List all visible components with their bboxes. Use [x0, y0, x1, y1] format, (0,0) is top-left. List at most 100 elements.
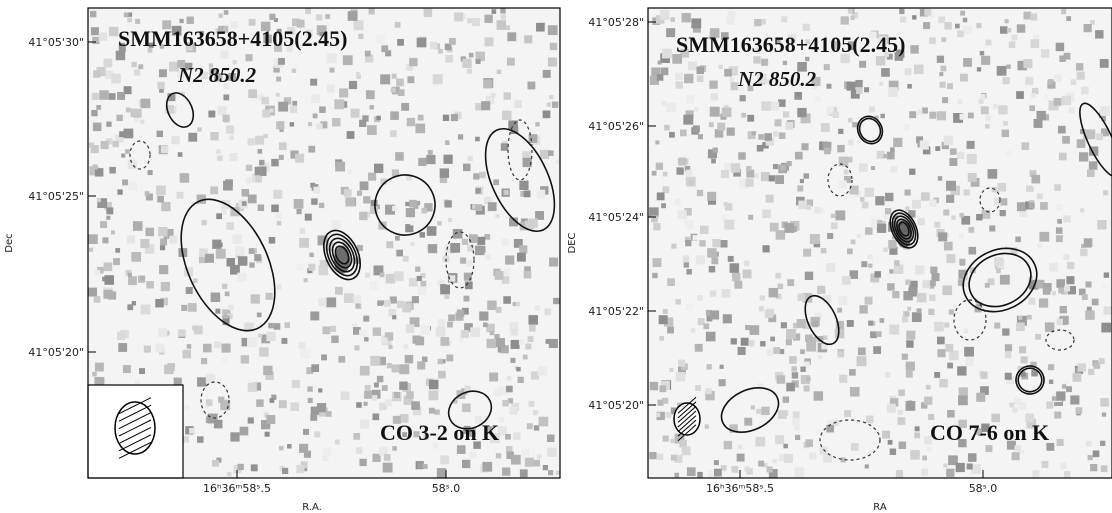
pixel — [1055, 227, 1063, 234]
pixel — [758, 460, 765, 467]
pixel — [856, 356, 867, 367]
pixel — [391, 73, 397, 79]
pixel — [223, 94, 230, 101]
pixel — [322, 259, 330, 267]
pixel — [222, 114, 230, 122]
pixel — [839, 374, 848, 383]
pixel — [326, 297, 337, 308]
pixel — [934, 321, 944, 332]
pixel — [380, 74, 391, 85]
pixel — [755, 436, 766, 447]
pixel — [379, 446, 388, 456]
pixel — [519, 221, 529, 231]
pixel — [684, 165, 691, 172]
pixel — [197, 377, 207, 387]
pixel — [815, 96, 821, 102]
pixel — [899, 8, 905, 15]
pixel — [791, 380, 799, 388]
pixel — [510, 126, 519, 134]
pixel — [859, 163, 868, 172]
pixel — [392, 205, 398, 212]
pixel — [155, 343, 165, 353]
pixel — [833, 420, 839, 426]
pixel — [709, 106, 720, 117]
pixel — [914, 426, 920, 432]
pixel — [295, 153, 305, 163]
pixel — [254, 166, 264, 176]
pixel — [358, 33, 364, 40]
pixel — [303, 450, 312, 458]
pixel — [1010, 247, 1018, 255]
pixel — [662, 171, 668, 177]
pixel — [241, 189, 250, 197]
pixel — [523, 270, 532, 279]
pixel — [118, 343, 128, 352]
y-axis-label: DEC — [567, 232, 578, 253]
pixel — [779, 349, 785, 355]
pixel — [827, 419, 836, 428]
pixel — [934, 371, 941, 378]
pixel — [466, 68, 473, 74]
pixel — [405, 324, 415, 333]
pixel — [1070, 79, 1077, 85]
pixel — [905, 361, 915, 371]
pixel — [103, 262, 113, 272]
pixel — [775, 272, 782, 279]
pixel — [470, 451, 477, 459]
pixel — [1006, 64, 1011, 69]
pixel — [501, 276, 510, 284]
pixel — [688, 61, 697, 71]
pixel — [304, 213, 312, 221]
pixel — [894, 52, 904, 61]
pixel — [846, 319, 854, 327]
pixel — [826, 424, 834, 433]
pixel — [193, 325, 203, 335]
pixel — [463, 295, 470, 302]
pixel — [930, 280, 936, 286]
pixel — [699, 225, 709, 235]
pixel — [1025, 76, 1034, 85]
pixel — [665, 412, 672, 418]
pixel — [724, 162, 734, 172]
pixel — [709, 290, 717, 297]
pixel — [699, 240, 706, 247]
pixel — [438, 370, 446, 379]
pixel — [265, 371, 274, 380]
pixel — [165, 105, 174, 114]
pixel — [369, 206, 378, 215]
pixel — [958, 233, 965, 239]
pixel — [962, 17, 968, 23]
beam-hatch — [677, 415, 697, 432]
pixel — [1091, 298, 1099, 306]
pixel — [1072, 373, 1082, 382]
pixel — [884, 372, 891, 378]
pixel — [248, 248, 255, 254]
pixel — [511, 402, 520, 411]
pixel — [549, 94, 554, 100]
contour — [507, 119, 533, 181]
pixel — [691, 18, 702, 29]
pixel — [1076, 139, 1086, 148]
pixel — [247, 417, 254, 424]
pixel — [322, 326, 331, 335]
pixel — [377, 300, 383, 306]
pixel — [741, 112, 746, 118]
pixel — [1015, 236, 1021, 243]
pixel — [484, 233, 491, 240]
pixel — [133, 117, 140, 123]
pixel — [123, 128, 134, 139]
pixel — [947, 362, 953, 369]
pixel — [245, 164, 253, 171]
pixel — [719, 364, 724, 369]
pixel — [221, 283, 228, 290]
pixel — [1013, 397, 1022, 406]
pixel — [883, 214, 888, 220]
pixel — [1056, 438, 1064, 446]
pixel — [871, 218, 881, 228]
pixel — [263, 365, 273, 376]
pixel — [667, 278, 675, 286]
pixel — [216, 213, 223, 220]
pixel — [666, 28, 676, 38]
pixel — [792, 333, 801, 341]
pixel — [394, 235, 400, 241]
